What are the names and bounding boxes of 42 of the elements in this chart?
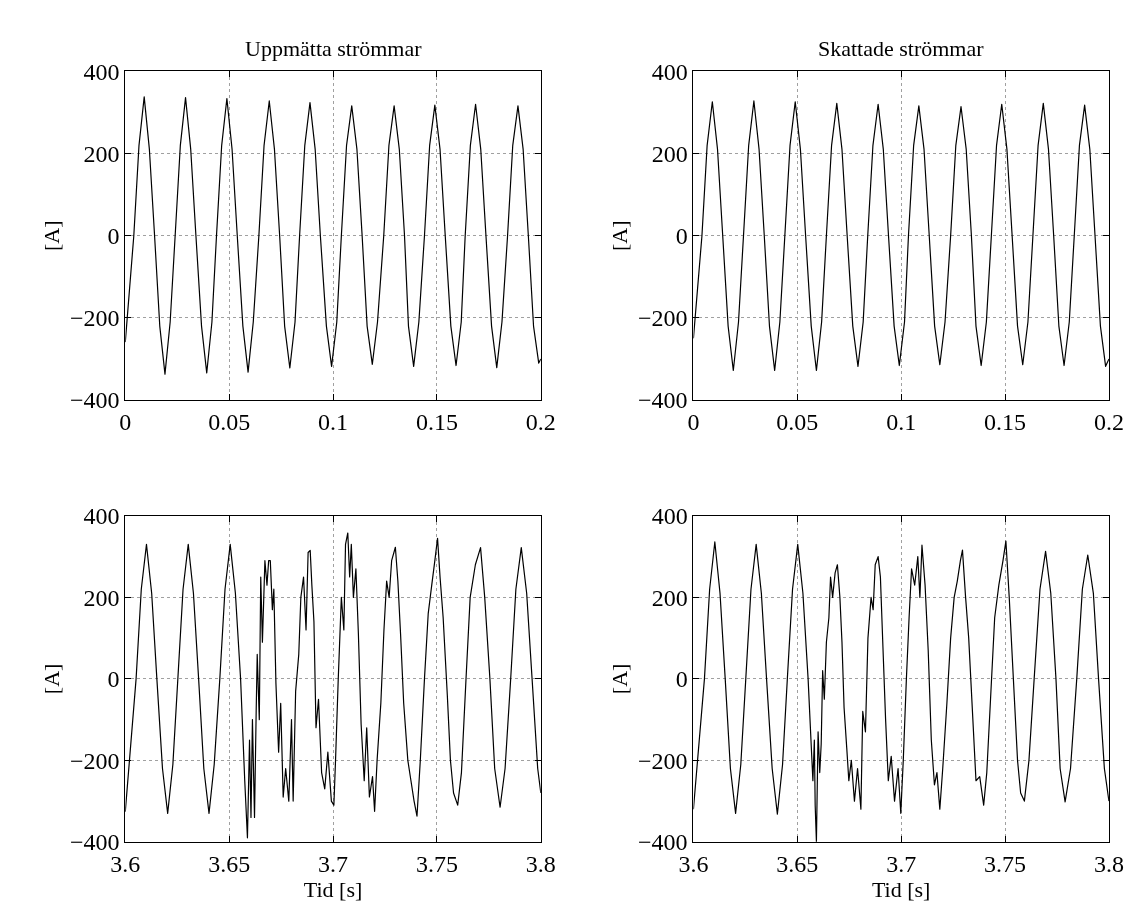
y-axis-title: [A] [606, 220, 632, 251]
y-tick-label: −200 [638, 305, 688, 332]
chart-title: Skattade strömmar [818, 36, 985, 61]
y-tick-label: −200 [69, 747, 120, 774]
x-tick-label: 0.05 [208, 408, 251, 435]
x-tick-label: 0.15 [984, 408, 1027, 435]
y-tick-label: 0 [675, 666, 688, 693]
y-tick-label: 400 [83, 503, 120, 530]
x-tick-label: 3.7 [886, 850, 917, 877]
x-tick-label: 3.8 [525, 850, 556, 877]
x-tick-label: 0.1 [886, 408, 917, 435]
chart-title: Uppmätta strömmar [245, 36, 423, 61]
y-axis-title: [A] [606, 663, 632, 695]
y-tick-label: −200 [638, 747, 688, 774]
y-tick-label: 400 [651, 58, 688, 85]
y-tick-label: 0 [107, 666, 120, 693]
y-tick-label: −400 [638, 387, 688, 414]
y-tick-label: 0 [107, 223, 120, 250]
x-tick-label: 0.1 [318, 408, 349, 435]
y-tick-label: 0 [675, 223, 688, 250]
x-tick-label: 3.75 [415, 850, 458, 877]
x-tick-label: 0.2 [1093, 408, 1124, 435]
y-tick-label: 400 [651, 503, 688, 530]
x-tick-label: 3.8 [1093, 850, 1124, 877]
x-tick-label: 3.65 [208, 850, 251, 877]
x-tick-label: 0.2 [525, 408, 556, 435]
y-axis-title: [A] [38, 220, 64, 251]
y-tick-label: −200 [69, 305, 120, 332]
y-tick-label: 400 [83, 58, 120, 85]
y-tick-label: −400 [69, 387, 120, 414]
x-tick-label: 0.05 [776, 408, 819, 435]
y-tick-label: 200 [83, 140, 120, 167]
y-tick-label: 200 [83, 584, 120, 611]
y-axis-title: [A] [38, 663, 64, 695]
x-axis-title: Tid [s] [871, 876, 931, 902]
x-tick-label: 3.75 [984, 850, 1027, 877]
x-tick-label: 3.65 [776, 850, 819, 877]
y-tick-label: 200 [651, 140, 688, 167]
x-tick-label: 0.15 [415, 408, 458, 435]
x-axis-title: Tid [s] [303, 876, 363, 902]
y-tick-label: 200 [651, 584, 688, 611]
x-tick-label: 3.7 [318, 850, 349, 877]
